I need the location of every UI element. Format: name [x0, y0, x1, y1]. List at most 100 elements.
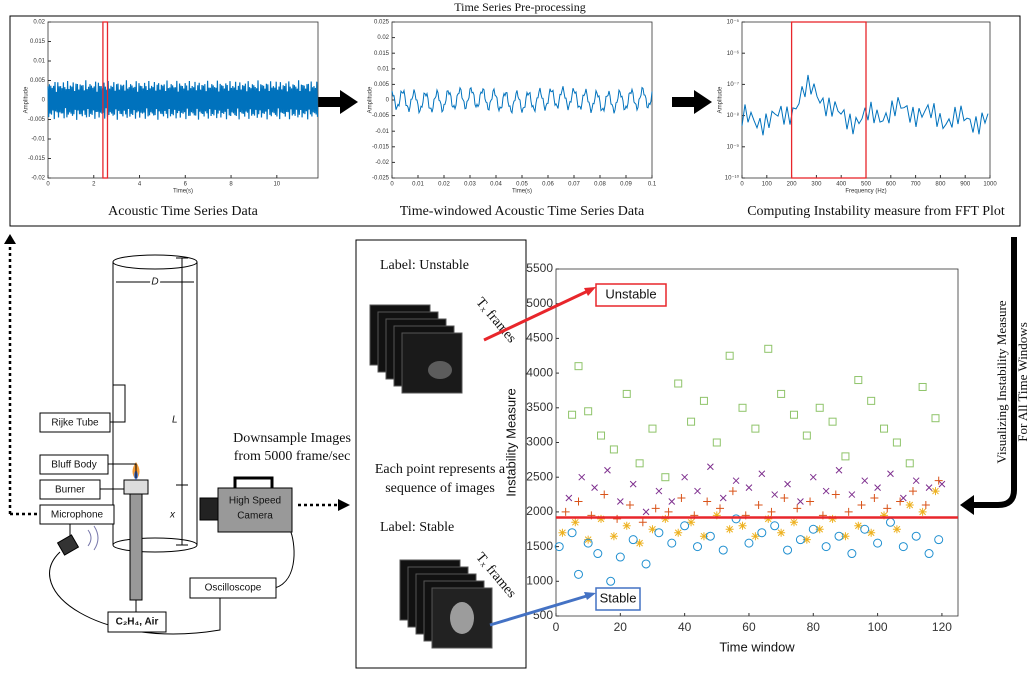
point [578, 473, 586, 481]
point [593, 549, 603, 559]
x-tick-label: 600 [886, 182, 897, 188]
point [731, 514, 741, 524]
point [561, 507, 570, 516]
window [102, 21, 109, 179]
y-axis-label: Amplitude [368, 86, 374, 113]
point [725, 525, 734, 534]
point [661, 473, 670, 482]
point [622, 389, 631, 398]
y-tick-label: -0.01 [375, 129, 389, 135]
point [844, 507, 853, 516]
y-tick-label: 0.015 [30, 39, 46, 45]
x-tick-label: 1000 [983, 182, 997, 188]
point [664, 507, 673, 516]
point [687, 518, 696, 527]
point [651, 504, 660, 513]
caption: Computing Instability measure from FFT P… [747, 204, 1005, 219]
point [674, 528, 683, 537]
point [934, 535, 944, 545]
y-tick-label: -0.01 [31, 137, 45, 143]
y-tick-label: 10⁻⁶ [727, 50, 740, 57]
x-tick-label: 0.01 [412, 182, 424, 188]
y-tick-label: 1000 [526, 573, 553, 587]
y-tick-label: 4000 [526, 365, 553, 379]
point [931, 487, 940, 496]
arrows [4, 90, 1017, 516]
y-tick-label: -0.005 [28, 117, 46, 123]
x-tick-label: 2 [92, 182, 96, 188]
point [687, 417, 696, 426]
middle-frame [355, 239, 527, 669]
point [597, 431, 606, 440]
y-tick-label: 10⁻⁸ [727, 112, 740, 119]
top-frame [9, 15, 1021, 227]
point [732, 477, 740, 485]
x-tick-label: 0.02 [438, 182, 450, 188]
caption: Acoustic Time Series Data [108, 204, 258, 219]
point [870, 494, 879, 503]
point [758, 470, 766, 478]
y-tick-label: 0.01 [33, 59, 45, 65]
point [625, 500, 634, 509]
point [574, 497, 583, 506]
point [924, 549, 934, 559]
x-tick-label: 20 [614, 620, 628, 634]
y-tick-label: 0.01 [377, 66, 389, 72]
waveform [47, 80, 319, 120]
point [789, 410, 798, 419]
x-tick-label: 0.09 [620, 182, 632, 188]
point [680, 521, 690, 531]
point [883, 504, 892, 513]
point [789, 518, 798, 527]
x-tick-label: 200 [787, 182, 798, 188]
camera-label: Camera [237, 511, 273, 522]
y-tick-label: 1500 [526, 539, 553, 553]
point [867, 396, 876, 405]
y-tick-label: 2000 [526, 504, 553, 518]
x-tick-label: 500 [861, 182, 872, 188]
annotation-box [595, 587, 641, 611]
each-text: sequence of images [385, 481, 495, 496]
point [591, 484, 598, 491]
point [558, 528, 567, 537]
point [648, 525, 657, 534]
point [571, 518, 580, 527]
point [705, 531, 715, 541]
point [899, 494, 907, 502]
point [885, 517, 895, 527]
unstable-label: Label: Unstable [380, 258, 469, 273]
point [908, 487, 917, 496]
y-tick-label: 10⁻⁷ [727, 81, 739, 88]
point [770, 521, 780, 531]
x-tick-label: 400 [836, 182, 847, 188]
point [635, 459, 644, 468]
y-tick-label: -0.005 [372, 113, 390, 119]
x-tick-label: 0.03 [464, 182, 476, 188]
point [744, 538, 754, 548]
point [771, 491, 779, 498]
point [861, 477, 869, 485]
plot-frame [391, 21, 653, 179]
scope-label: Oscilloscope [205, 583, 262, 594]
x-axis-label: Time(s) [173, 189, 193, 195]
point [834, 531, 844, 541]
y-tick-label: 0.005 [374, 82, 390, 88]
x-tick-label: 0 [553, 620, 560, 634]
point [703, 497, 712, 506]
point [918, 382, 927, 391]
pointer [483, 288, 591, 342]
point [896, 497, 905, 506]
point [728, 487, 737, 496]
point [860, 524, 870, 534]
y-tick-label: 4500 [526, 331, 553, 345]
point [822, 487, 830, 495]
point [615, 552, 625, 562]
point [887, 470, 894, 478]
downsample-text: from 5000 frame/sec [234, 449, 351, 464]
point [694, 487, 701, 495]
point [583, 538, 593, 548]
point [874, 484, 881, 491]
each-text: Each point represents a [375, 462, 506, 477]
point [857, 500, 866, 509]
